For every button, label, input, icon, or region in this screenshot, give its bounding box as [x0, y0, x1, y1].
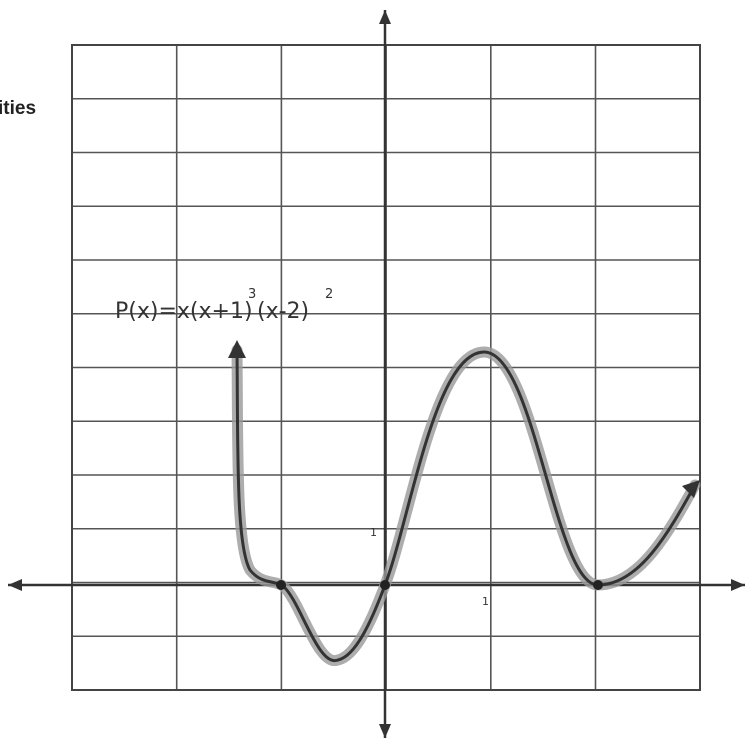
y-axis-arrow-bottom	[379, 724, 391, 738]
x-axis-arrow-left	[8, 579, 22, 591]
zero-point	[593, 580, 603, 590]
equation-exponent: 2	[325, 287, 333, 302]
zero-point	[276, 580, 286, 590]
y-unit-label: 1	[370, 526, 377, 539]
x-axis-arrow-right	[731, 579, 745, 591]
curve	[235, 349, 697, 662]
equation-base: (x-2)	[257, 299, 309, 324]
curve-arrow-right	[682, 480, 700, 498]
x-unit-label: 1	[482, 595, 489, 608]
curve-arrow-left	[228, 340, 246, 358]
equation-base: P(x)=x(x+1)	[115, 299, 253, 324]
y-axis-arrow-top	[379, 10, 391, 24]
title-fragment: ities	[0, 98, 36, 119]
equation-exponent: 3	[248, 287, 256, 302]
zero-point	[380, 580, 390, 590]
